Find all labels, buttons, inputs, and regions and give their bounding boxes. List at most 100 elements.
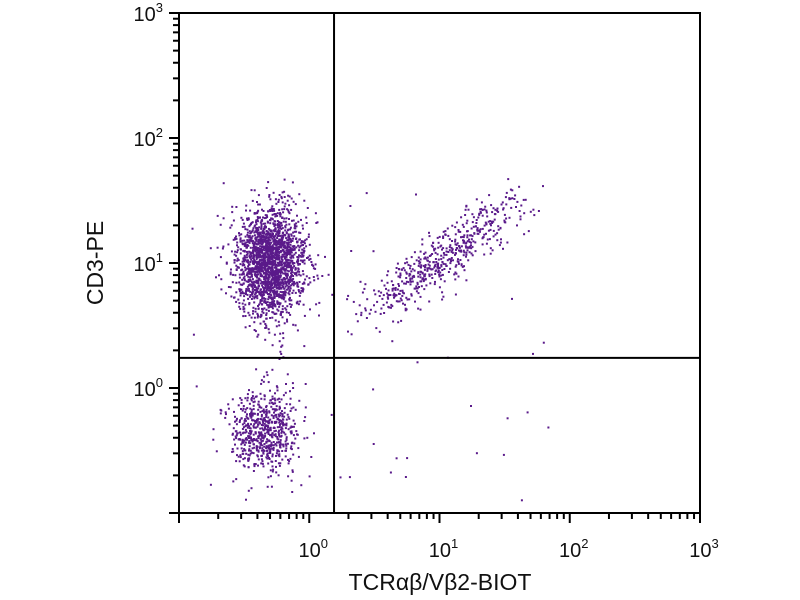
data-point	[289, 296, 291, 299]
data-point	[243, 449, 246, 452]
data-point	[277, 272, 279, 274]
data-point	[262, 258, 265, 261]
data-point	[277, 309, 280, 312]
data-point	[267, 260, 270, 263]
data-point	[279, 213, 282, 216]
data-point	[494, 208, 497, 211]
data-point	[460, 263, 463, 266]
data-point	[404, 303, 406, 306]
data-point	[270, 246, 272, 249]
data-point	[266, 440, 269, 443]
data-point	[494, 233, 497, 236]
data-point	[262, 256, 265, 259]
data-point	[266, 277, 268, 280]
data-point	[273, 246, 276, 249]
data-point	[286, 254, 289, 257]
data-point	[275, 247, 278, 250]
data-point	[256, 256, 259, 259]
data-point	[252, 401, 255, 404]
data-point	[312, 276, 315, 278]
data-point	[297, 289, 300, 291]
data-point	[234, 420, 236, 423]
data-point	[497, 225, 500, 228]
data-point	[264, 410, 267, 413]
data-point	[278, 268, 281, 271]
data-point	[243, 465, 246, 468]
data-point	[270, 296, 273, 299]
data-point	[292, 275, 295, 277]
data-point	[280, 278, 283, 281]
data-point	[419, 270, 422, 273]
data-point	[508, 216, 511, 219]
data-point	[249, 253, 252, 256]
data-point	[297, 220, 300, 223]
data-point	[273, 422, 276, 424]
data-point	[413, 262, 416, 265]
data-point	[454, 253, 456, 256]
data-point	[281, 295, 284, 298]
data-point	[263, 395, 266, 398]
data-point	[263, 262, 266, 265]
data-point	[386, 296, 389, 299]
data-point	[254, 420, 256, 422]
data-point	[267, 181, 270, 184]
data-point	[229, 286, 232, 289]
data-point	[391, 287, 394, 290]
data-point	[275, 312, 278, 315]
data-point	[266, 485, 269, 488]
data-point	[282, 421, 284, 424]
data-point	[257, 291, 260, 293]
data-point	[281, 217, 284, 219]
data-point	[442, 237, 445, 239]
data-point	[266, 285, 269, 288]
data-point	[282, 220, 285, 223]
data-point	[395, 271, 398, 274]
data-point	[251, 251, 254, 254]
data-point	[278, 324, 281, 327]
data-point	[294, 324, 297, 327]
data-point	[281, 450, 284, 452]
data-point	[241, 283, 244, 286]
data-point	[282, 394, 285, 397]
data-point	[288, 299, 291, 302]
data-point	[275, 253, 278, 256]
data-point	[418, 286, 420, 288]
data-point	[246, 250, 248, 253]
data-point	[234, 435, 237, 438]
data-point	[299, 292, 302, 294]
data-point	[266, 263, 269, 266]
data-point	[410, 256, 413, 259]
tick-label-base: 10	[689, 540, 711, 562]
data-point	[398, 300, 401, 303]
data-point	[449, 267, 452, 270]
data-point	[265, 312, 268, 315]
data-point	[516, 224, 518, 227]
data-point	[496, 207, 499, 210]
data-point	[257, 403, 260, 406]
data-point	[286, 284, 289, 287]
data-point	[254, 431, 257, 434]
data-point	[267, 243, 270, 246]
data-point	[285, 281, 288, 284]
data-point	[266, 233, 269, 236]
data-point	[423, 257, 426, 260]
data-point	[300, 251, 303, 254]
data-point	[245, 293, 247, 295]
data-point	[267, 289, 270, 292]
data-point	[373, 304, 375, 307]
data-point	[426, 256, 429, 259]
data-point	[431, 277, 434, 279]
data-point	[254, 421, 257, 424]
data-point	[253, 321, 256, 324]
data-point	[372, 250, 375, 253]
data-point	[247, 265, 250, 268]
data-point	[293, 247, 296, 250]
tick-label-exponent: 2	[156, 125, 163, 140]
data-point	[272, 311, 275, 314]
data-point	[489, 222, 492, 225]
data-point	[259, 275, 262, 277]
data-point	[263, 258, 266, 260]
data-point	[245, 290, 247, 293]
data-point	[248, 437, 250, 439]
data-point	[269, 255, 272, 258]
